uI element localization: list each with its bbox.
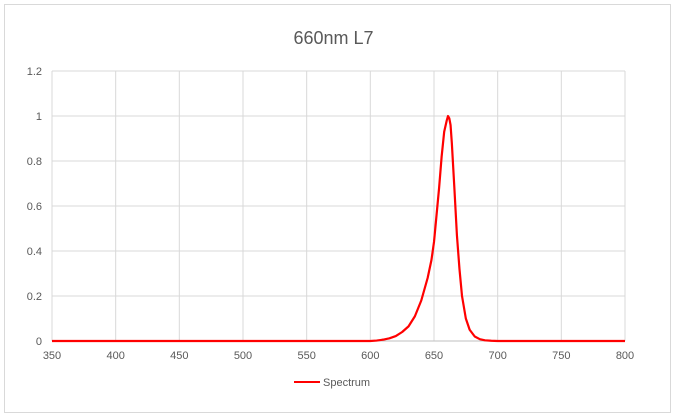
x-tick-label: 550 [297,350,315,362]
y-tick-label: 0 [36,336,42,348]
series-group [52,114,625,343]
legend: Spectrum [294,377,370,389]
x-tick-label: 750 [552,350,570,362]
x-tick-label: 450 [170,350,188,362]
x-tick-label: 600 [361,350,379,362]
chart-title: 660nm L7 [293,28,374,48]
y-tick-label: 1.2 [27,66,42,78]
y-tick-labels: 0 0.2 0.4 0.6 0.8 1 1.2 [27,66,42,348]
grid [51,70,626,341]
series-line-0 [52,114,625,343]
y-tick-label: 0.8 [27,156,42,168]
x-tick-label: 650 [425,350,443,362]
y-tick-label: 0.4 [27,246,42,258]
x-tick-labels: 350 400 450 500 550 600 650 700 750 800 [43,350,634,362]
legend-label: Spectrum [323,377,370,389]
y-tick-label: 0.6 [27,201,42,213]
y-tick-label: 1 [36,111,42,123]
x-tick-label: 800 [616,350,634,362]
y-tick-label: 0.2 [27,291,42,303]
x-tick-label: 700 [488,350,506,362]
x-tick-label: 350 [43,350,61,362]
x-tick-label: 400 [106,350,124,362]
x-tick-label: 500 [234,350,252,362]
